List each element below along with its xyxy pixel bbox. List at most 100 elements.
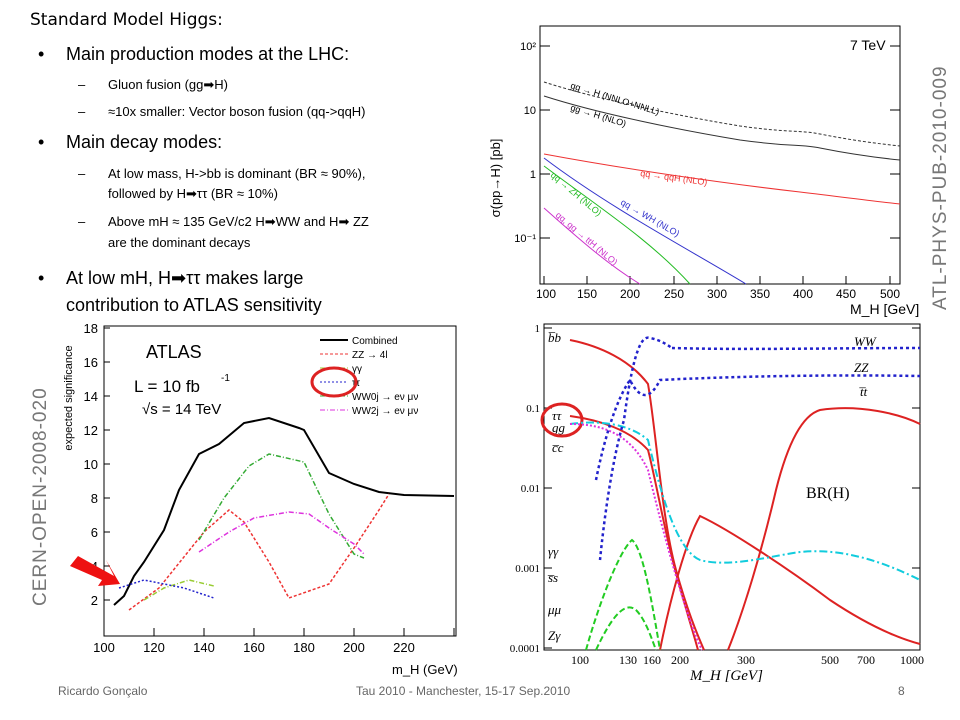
sig-legend: Combined ZZ → 4l γγ ττ WW0j → eν μν WW2j… — [320, 336, 418, 417]
br-label-tautau: ττ — [552, 408, 563, 423]
xsec-xtick: 500 — [880, 287, 900, 301]
br-curve-ww — [598, 336, 673, 561]
sub-low-mass-2: followed by H➡ττ (BR ≈ 10%) — [108, 186, 278, 202]
xsec-ytick: 10 — [524, 105, 536, 117]
sig-curve-zz — [128, 493, 390, 611]
tautau-br-highlight-circle — [540, 402, 584, 438]
significance-chart: 2 4 6 8 10 12 14 16 18 100 120 140 160 1… — [63, 321, 458, 677]
sub-above-mass-2: are the dominant decays — [108, 235, 250, 250]
br-xlabel: M_H [GeV] — [689, 668, 763, 682]
xsec-energy-label: 7 TeV — [850, 37, 886, 53]
xsec-ytick: 10² — [520, 41, 536, 53]
sub-above-mass-2-text: are the dominant decays — [108, 235, 251, 250]
sig-lumi: L = 10 fb — [134, 377, 200, 396]
xsec-ytick: 10⁻¹ — [514, 233, 536, 245]
xsec-xlabel: M_H [GeV] — [850, 301, 919, 317]
br-ytick: 1 — [535, 323, 541, 335]
br-ytick: 0.0001 — [510, 643, 540, 655]
sig-curve-tautau — [118, 579, 215, 599]
sub-vbf-text: ≈10x smaller: Vector boson fusion (qq->q… — [108, 104, 366, 119]
sig-curve-ww2j — [198, 511, 365, 555]
sub-vbf: – ≈10x smaller: Vector boson fusion (qq-… — [78, 104, 366, 119]
sig-ytick: 16 — [84, 355, 98, 370]
sig-energy: √s = 14 TeV — [142, 401, 221, 418]
br-curve-tt — [727, 407, 921, 651]
br-title: BR(H) — [806, 485, 850, 502]
xsec-label: gg → H (NLO) — [569, 102, 627, 128]
sig-legend-combined: Combined — [352, 336, 398, 347]
sig-legend-gammagamma: γγ — [352, 364, 362, 375]
br-xtick: 200 — [671, 653, 689, 667]
br-ytick: 0.01 — [521, 483, 540, 495]
br-curve-ww-high — [671, 346, 921, 351]
br-label-tt: t̅t — [859, 384, 868, 399]
sig-ytick: 6 — [91, 525, 98, 540]
sig-legend-zz: ZZ → 4l — [352, 350, 388, 361]
br-frame — [543, 323, 921, 651]
cross-section-chart: 10² 10 1 10⁻¹ 100 150 200 250 300 350 40… — [488, 25, 919, 317]
xsec-curve-tth — [543, 207, 641, 285]
br-label-ss: s̅s — [547, 570, 558, 585]
sub-above-mass: – Above mH ≈ 135 GeV/c2 H➡WW and H➡ ZZ — [78, 214, 369, 229]
sig-ylabel: expected significance — [63, 345, 75, 450]
xsec-xtick: 100 — [536, 287, 556, 301]
slide-title: Standard Model Higgs: — [30, 10, 223, 30]
branching-ratio-chart: 1 0.1 0.01 0.001 0.0001 100 130 160 200 … — [510, 323, 924, 682]
significance-frame — [103, 325, 457, 637]
xsec-xtick: 200 — [620, 287, 640, 301]
sig-xtick: 180 — [293, 640, 315, 655]
sig-ytick: 12 — [84, 423, 98, 438]
sig-xtick: 200 — [343, 640, 365, 655]
note-id-right: ATL-PHYS-PUB-2010-009 — [930, 65, 951, 310]
sig-ytick: 8 — [91, 491, 98, 506]
br-xtick: 700 — [857, 653, 875, 667]
xsec-label: qq → qqH (NLO) — [640, 168, 708, 187]
br-curve-bb — [569, 339, 705, 651]
sig-ytick: 18 — [84, 321, 98, 336]
xsec-xtick: 450 — [836, 287, 856, 301]
sig-ytick: 2 — [91, 593, 98, 608]
sig-curve-gammagamma — [143, 579, 215, 601]
note-id-left: CERN-OPEN-2008-020 — [30, 387, 51, 606]
br-label-ww: WW — [854, 334, 877, 349]
bullet-decay-text: Main decay modes: — [66, 132, 223, 152]
footer-event: Tau 2010 - Manchester, 15-17 Sep.2010 — [356, 684, 571, 698]
sub-gluon-fusion: – Gluon fusion (gg➡H) — [78, 77, 229, 92]
br-curve-tautau — [569, 421, 921, 581]
sig-ytick: 10 — [84, 457, 98, 472]
bullet-tautau: • At low mH, H➡ττ makes large — [38, 268, 304, 289]
sig-lumi-exp: -1 — [221, 373, 230, 384]
br-curve-zgamma — [595, 606, 657, 651]
xsec-xtick: 250 — [664, 287, 684, 301]
xsec-curve-gg-nnlo — [543, 81, 901, 147]
red-arrow-icon — [70, 556, 120, 586]
br-xtick: 100 — [571, 653, 589, 667]
sub-low-mass-text: At low mass, H->bb is dominant (BR ≈ 90%… — [108, 166, 366, 181]
br-curve-cc — [569, 415, 699, 651]
xsec-ylabel: σ(pp→H) [pb] — [488, 139, 503, 218]
sub-above-mass-text: Above mH ≈ 135 GeV/c2 H➡WW and H➡ ZZ — [108, 214, 369, 229]
sig-experiment: ATLAS — [146, 342, 202, 362]
xsec-curve-gg-nlo — [543, 95, 901, 161]
bullet-dot: • — [38, 268, 45, 288]
xsec-curve-wh — [543, 157, 747, 285]
br-curve-gammagamma — [585, 538, 661, 651]
br-label-cc: c̅c — [552, 440, 564, 455]
br-label-mumu: μμ — [547, 602, 562, 617]
br-label-bb: b̅b — [548, 330, 562, 345]
br-curve-gg — [569, 423, 703, 651]
bullet-production-text: Main production modes at the LHC: — [66, 44, 350, 64]
br-xtick: 1000 — [900, 653, 924, 667]
br-xtick: 130 — [619, 653, 637, 667]
sig-curve-combined — [113, 416, 455, 606]
sig-xtick: 220 — [393, 640, 415, 655]
xsec-curve-vbf — [543, 153, 901, 205]
bullet-tautau-line1: At low mH, H➡ττ makes large — [66, 268, 304, 288]
sig-xlabel: m_H (GeV) — [392, 662, 458, 677]
br-label-gammagamma: γγ — [548, 544, 559, 559]
xsec-label: qq → WH (NLO) — [619, 197, 681, 239]
br-ytick: 0.1 — [526, 403, 540, 415]
br-label-zgamma: Zγ — [548, 628, 561, 643]
xsec-xtick: 350 — [750, 287, 770, 301]
xsec-curve-zh — [543, 165, 691, 285]
